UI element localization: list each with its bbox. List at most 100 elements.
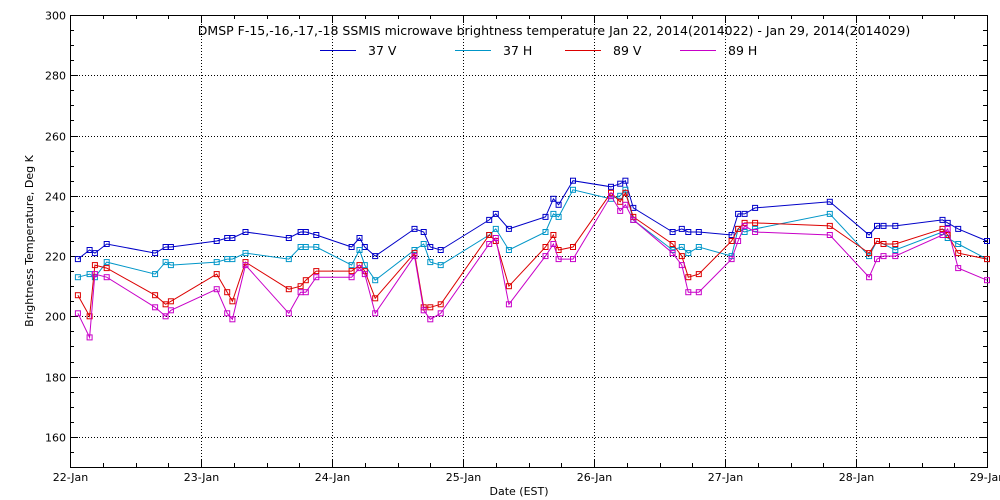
y-tick-label: 300: [45, 10, 66, 23]
y-tick-label: 220: [45, 251, 66, 264]
data-point: [356, 235, 363, 241]
y-axis-label: Brightness Temperature, Deg K: [23, 154, 36, 326]
legend-label: 89 V: [613, 43, 642, 58]
y-tick-label: 260: [45, 131, 66, 144]
data-point: [91, 262, 98, 269]
x-tick-label: 22-Jan: [53, 471, 89, 484]
data-point: [505, 283, 512, 290]
data-point: [735, 225, 742, 232]
data-point: [427, 304, 434, 311]
data-point: [74, 292, 81, 299]
series-line: [77, 191, 988, 318]
data-point: [984, 238, 990, 244]
data-point: [372, 295, 379, 302]
x-tick-label: 29-Jan: [970, 471, 1000, 484]
data-point: [866, 274, 873, 281]
data-point: [550, 241, 557, 247]
data-point: [874, 222, 880, 229]
data-point: [492, 210, 499, 217]
data-point: [437, 301, 444, 308]
data-point: [542, 213, 549, 220]
data-point: [411, 253, 418, 260]
data-point: [735, 210, 742, 217]
data-point: [570, 177, 576, 184]
data-point: [874, 256, 880, 263]
data-point: [505, 225, 512, 232]
data-point: [892, 253, 899, 260]
data-point: [420, 307, 427, 314]
x-tick-label: 28-Jan: [839, 471, 875, 484]
data-point: [505, 301, 512, 308]
data-point: [826, 222, 833, 229]
data-point: [492, 235, 499, 241]
data-point: [285, 256, 292, 263]
data-point: [229, 298, 236, 305]
data-point: [695, 229, 702, 235]
data-point: [224, 310, 231, 317]
data-point: [213, 259, 220, 266]
data-point: [955, 241, 962, 247]
axes: [70, 15, 988, 468]
x-tick-label: 25-Jan: [446, 471, 482, 484]
data-point: [570, 244, 576, 250]
data-point: [297, 283, 304, 290]
data-point: [152, 304, 159, 311]
data-point: [486, 241, 493, 247]
data-point: [826, 232, 833, 238]
data-point: [608, 192, 614, 199]
data-point: [437, 247, 444, 253]
data-point: [752, 219, 759, 226]
data-point: [669, 241, 676, 247]
data-point: [944, 219, 951, 226]
data-point: [420, 229, 427, 235]
data-point: [669, 229, 676, 235]
series-89-h: [74, 192, 990, 341]
series-line: [77, 188, 988, 281]
data-point: [361, 271, 368, 278]
data-point: [685, 289, 692, 296]
data-point: [152, 292, 159, 299]
data-point: [555, 256, 562, 263]
data-point: [74, 256, 81, 263]
data-point: [866, 250, 873, 257]
series-89-v: [74, 189, 990, 320]
legend-label: 37 V: [368, 43, 397, 58]
data-point: [622, 177, 629, 184]
data-point: [617, 207, 624, 214]
data-point: [285, 286, 292, 293]
data-point: [695, 289, 702, 296]
data-point: [892, 241, 899, 247]
legend-item: 37 H: [455, 43, 532, 58]
data-point: [86, 247, 93, 253]
data-point: [348, 268, 355, 275]
grid: [70, 15, 987, 467]
data-point: [678, 262, 685, 269]
data-point: [892, 222, 899, 229]
data-point: [752, 225, 759, 232]
data-point: [695, 271, 702, 278]
data-point: [685, 274, 692, 281]
data-point: [229, 235, 236, 241]
x-tick-label: 27-Jan: [708, 471, 744, 484]
x-tick-label: 26-Jan: [577, 471, 613, 484]
data-point: [313, 232, 320, 238]
data-point: [302, 289, 309, 296]
y-tick-label: 160: [45, 432, 66, 445]
data-point: [622, 201, 629, 208]
data-point: [542, 229, 549, 235]
data-point: [437, 310, 444, 317]
data-point: [880, 253, 887, 260]
legend: 37 V 37 H 89 V 89 H: [320, 43, 757, 58]
y-tick-label: 180: [45, 372, 66, 385]
data-point: [826, 198, 833, 205]
data-point: [103, 274, 110, 281]
data-point: [74, 274, 81, 281]
data-point: [486, 216, 493, 223]
data-point: [570, 186, 576, 193]
data-point: [880, 241, 887, 247]
data-point: [74, 310, 81, 317]
data-point: [242, 229, 249, 235]
data-point: [224, 289, 231, 296]
data-point: [167, 262, 174, 269]
